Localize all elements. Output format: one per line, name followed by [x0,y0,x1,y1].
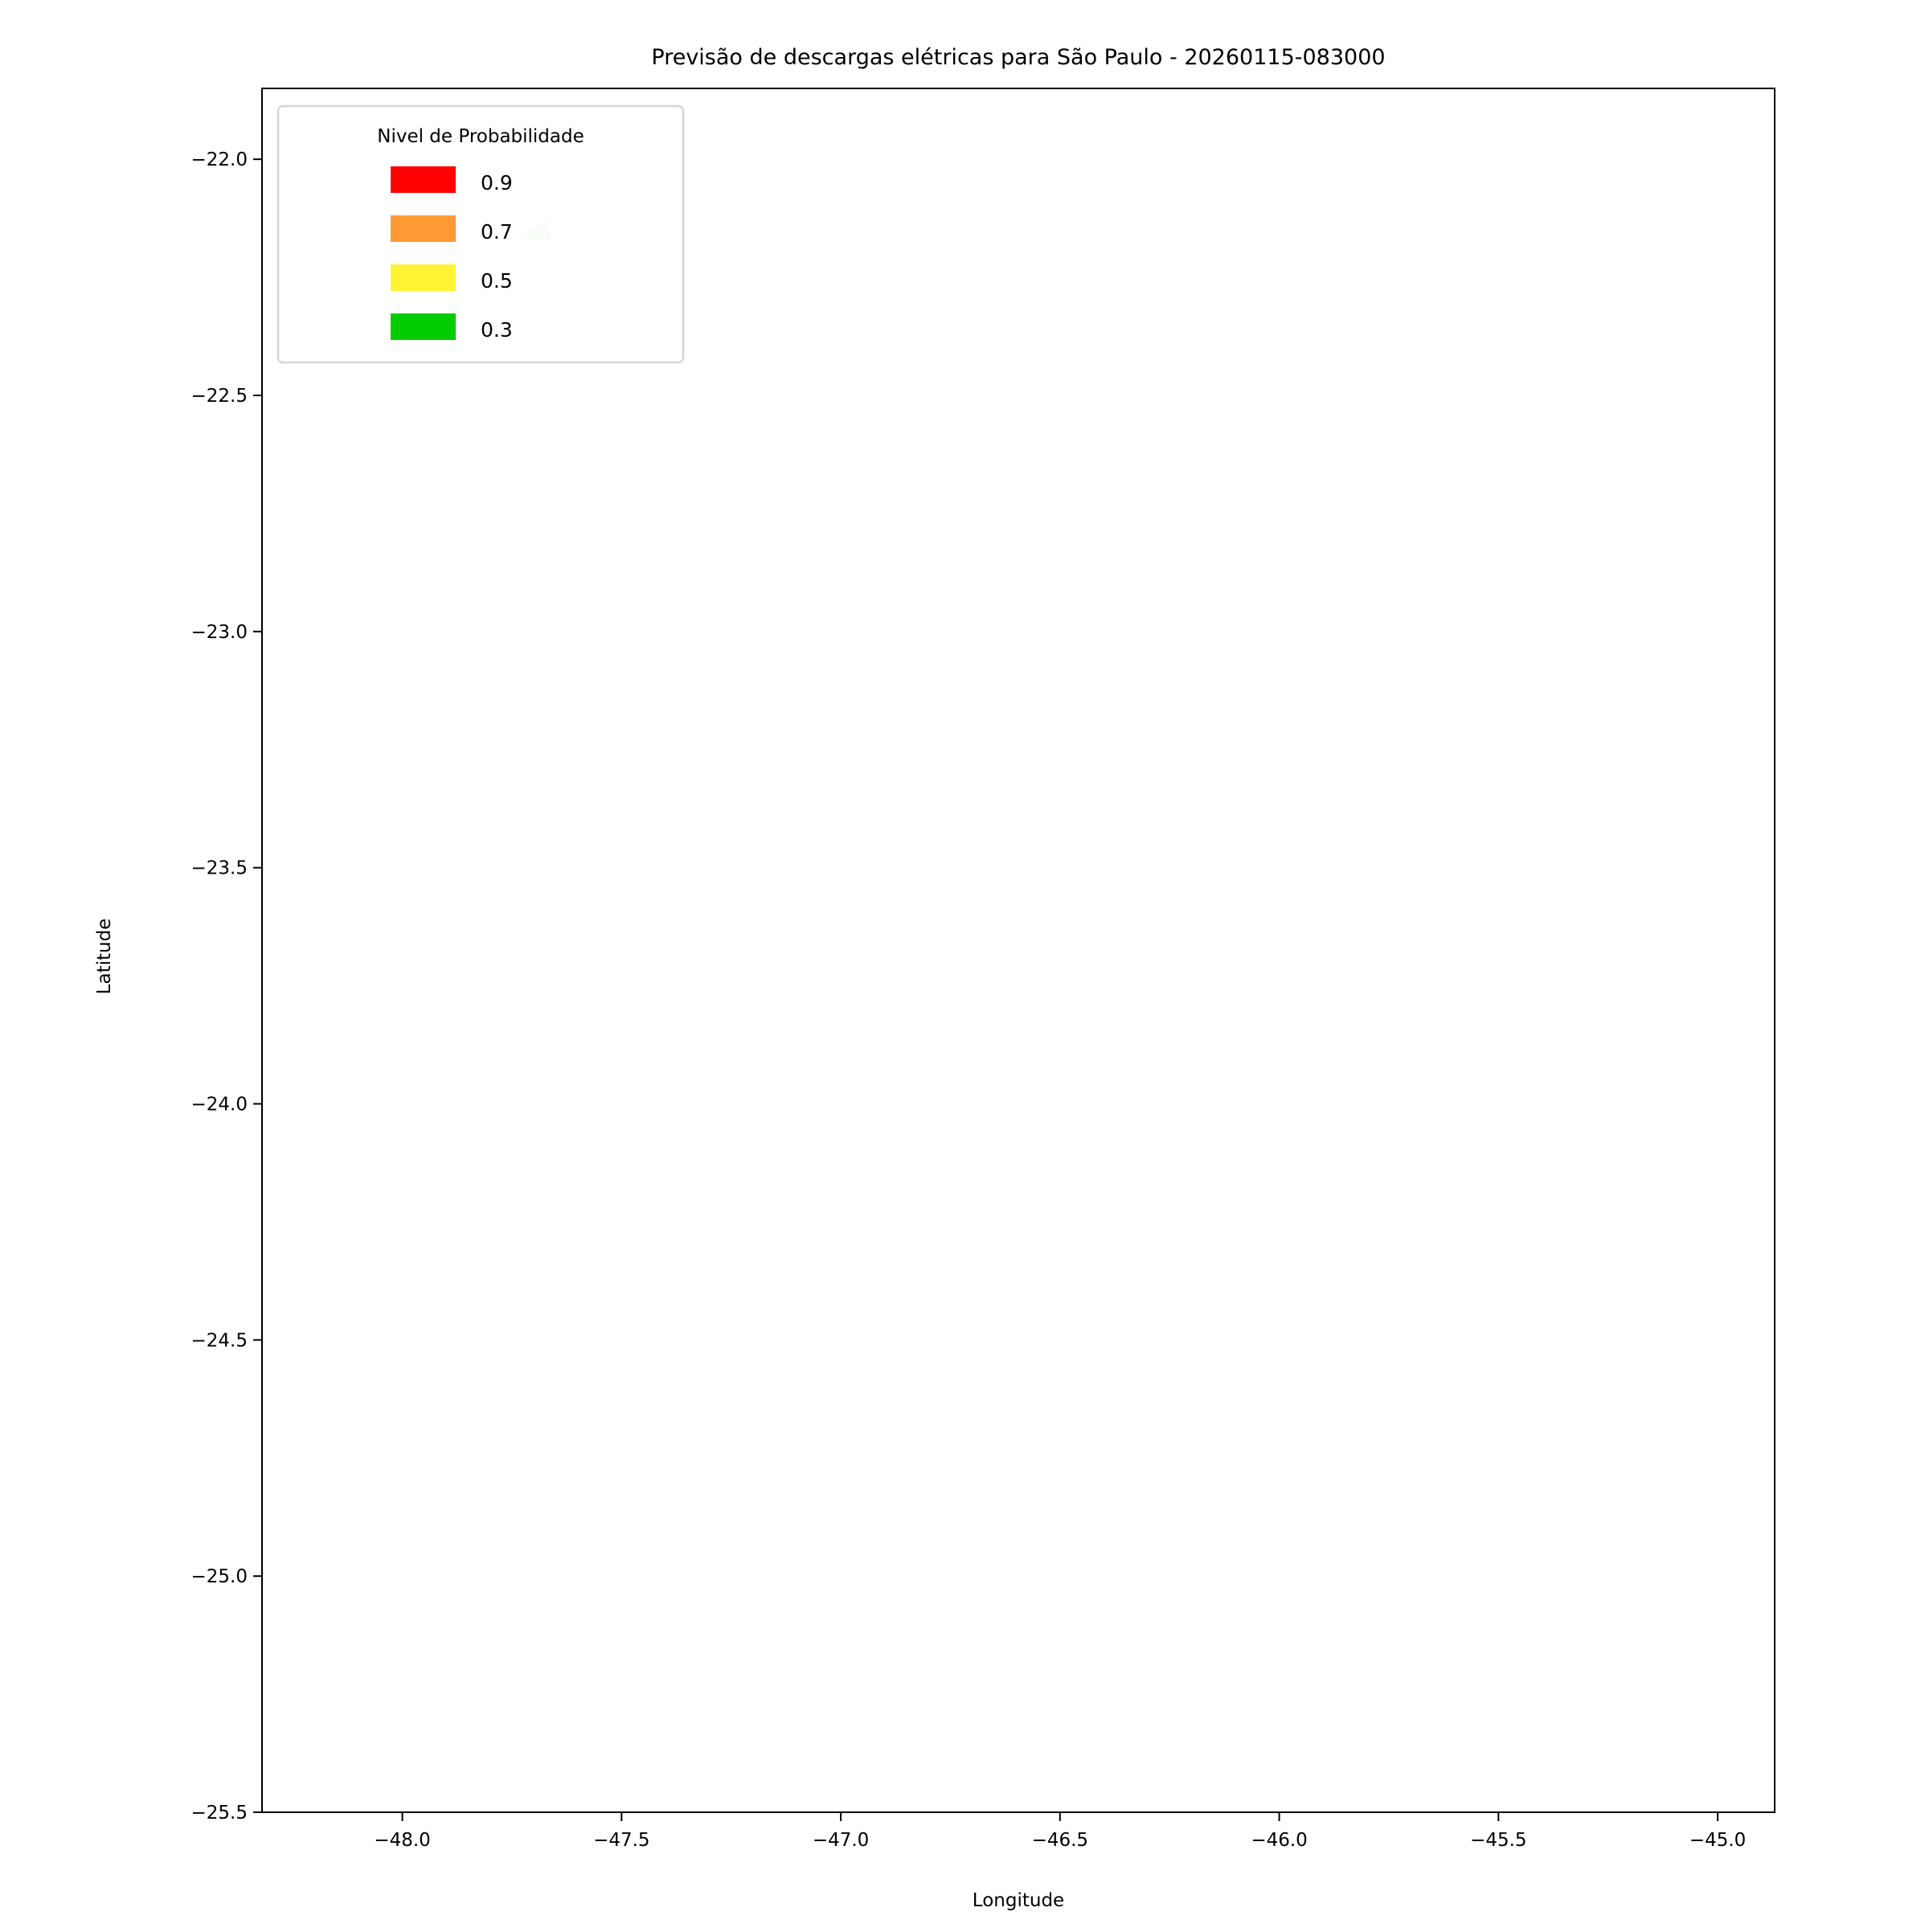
y-axis: −22.0 −22.5 −23.0 −23.5 −24.0 −24.5 −25.0 −25.5 [191,149,262,1824]
y-tick-label: −22.0 [191,149,248,170]
legend-title: Nivel de Probabilidade [377,126,584,147]
legend: Nivel de Probabilidade 0.9 0.7 0.5 0.3 [276,104,685,364]
x-tick-label: −47.5 [593,1830,649,1851]
x-axis: −48.0 −47.5 −47.0 −46.5 −46.0 −45.5 −45.0 [374,1812,1746,1851]
y-tick-label: −24.5 [191,1330,248,1351]
y-axis-label: Latitude [94,919,115,995]
y-tick-label: −25.0 [191,1566,248,1587]
y-tick-label: −22.5 [191,386,248,407]
legend-label: 0.9 [481,171,513,194]
y-tick-label: −25.5 [191,1803,248,1824]
x-tick-label: −45.0 [1689,1830,1746,1851]
legend-swatch-0.5 [391,264,456,291]
y-tick-label: −23.5 [191,858,248,879]
legend-swatch-0.3 [391,313,456,340]
x-axis-label: Longitude [973,1890,1064,1911]
x-tick-label: −47.0 [813,1830,869,1851]
x-tick-label: −46.5 [1032,1830,1088,1851]
y-tick-label: −23.0 [191,622,248,643]
legend-swatch-0.9 [391,166,456,193]
chart-title: Previsão de descargas elétricas para São… [651,45,1385,70]
x-tick-label: −46.0 [1251,1830,1307,1851]
legend-box [276,104,685,364]
legend-label: 0.5 [481,269,513,293]
x-tick-label: −45.5 [1470,1830,1526,1851]
legend-label: 0.3 [481,318,513,342]
plot-frame [261,88,1775,1813]
x-tick-label: −48.0 [374,1830,430,1851]
y-tick-label: −24.0 [191,1094,248,1115]
legend-swatch-0.7 [391,215,456,242]
legend-label: 0.7 [481,220,513,244]
